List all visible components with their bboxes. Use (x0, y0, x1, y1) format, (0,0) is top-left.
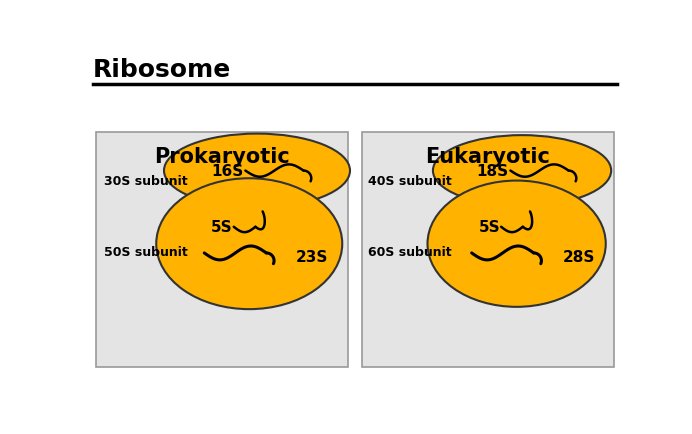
FancyBboxPatch shape (95, 133, 349, 367)
Text: 50S subunit: 50S subunit (104, 245, 188, 258)
Text: 28S: 28S (563, 250, 596, 265)
Text: Eukaryotic: Eukaryotic (426, 147, 550, 167)
Text: 16S: 16S (212, 164, 244, 179)
Text: 5S: 5S (479, 220, 500, 235)
Ellipse shape (164, 134, 350, 208)
Ellipse shape (428, 181, 606, 307)
Text: Ribosome: Ribosome (93, 58, 231, 82)
Text: Prokaryotic: Prokaryotic (154, 147, 290, 167)
Text: 60S subunit: 60S subunit (368, 245, 451, 258)
Text: 23S: 23S (295, 250, 328, 265)
Ellipse shape (156, 179, 343, 309)
Text: 30S subunit: 30S subunit (104, 174, 187, 187)
Text: 40S subunit: 40S subunit (368, 174, 452, 187)
Ellipse shape (433, 136, 611, 207)
Text: 5S: 5S (211, 220, 233, 235)
Text: 18S: 18S (477, 164, 509, 179)
FancyBboxPatch shape (362, 133, 614, 367)
